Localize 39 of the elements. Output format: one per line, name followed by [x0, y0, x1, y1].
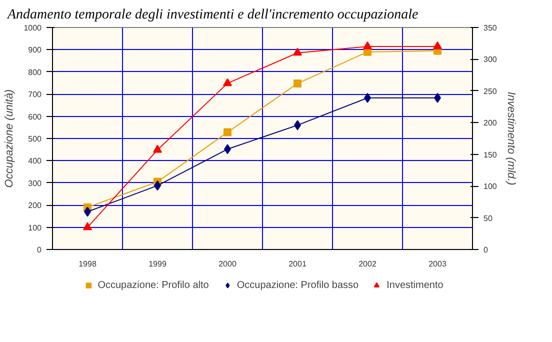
y-tick-label: 1000: [24, 24, 42, 32]
y-tick-label: 800: [28, 68, 42, 77]
point: [224, 128, 232, 136]
y-tick-label: 100: [28, 223, 42, 232]
y2-tick-label: 0: [484, 246, 488, 254]
x-tick-label: 1999: [148, 260, 167, 268]
y-tick-label: 400: [28, 156, 42, 166]
y-tick-label: 700: [28, 90, 42, 100]
y-tick-label: 0: [37, 246, 42, 254]
point: [293, 48, 302, 56]
legend-label: Occupazione: Profilo basso: [236, 280, 359, 290]
legend-label: Occupazione: Profilo alto: [98, 280, 209, 290]
y2-tick-label: 300: [484, 55, 498, 64]
point: [153, 144, 162, 153]
y-tick-label: 500: [28, 134, 42, 144]
x-tick-label: 2003: [428, 260, 447, 268]
y2-tick-label: 200: [484, 118, 498, 128]
chart-title: Andamento temporale degli investimenti e dell'incremento occupazionale: [6, 8, 418, 22]
legend-label: Investimento: [386, 280, 444, 290]
y2-axis-title: Investimento (mld.): [504, 92, 517, 186]
point: [294, 79, 302, 88]
point: [363, 41, 372, 50]
y2-tick-label: 150: [484, 150, 498, 160]
y-tick-label: 900: [28, 46, 42, 55]
y2-tick-label: 100: [484, 182, 498, 192]
y2-tick-label: 250: [484, 86, 498, 96]
point: [83, 222, 92, 230]
x-tick-label: 2002: [358, 260, 377, 268]
y-tick-label: 200: [28, 201, 42, 210]
x-tick-label: 2001: [288, 260, 307, 268]
x-tick-label: 2000: [218, 260, 237, 268]
point: [223, 78, 232, 86]
y-tick-label: 600: [28, 112, 42, 122]
y-tick-label: 300: [28, 178, 42, 188]
y2-tick-label: 350: [484, 24, 498, 32]
y2-tick-label: 50: [484, 214, 493, 223]
x-tick-label: 1998: [78, 260, 97, 268]
y-axis-title: Occupazione (unità): [4, 88, 16, 188]
point: [433, 41, 442, 50]
